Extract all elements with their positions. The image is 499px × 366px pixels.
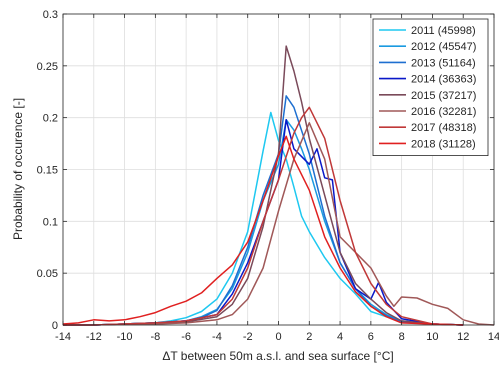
x-tick-label: 12 bbox=[457, 331, 469, 343]
x-axis-label: ΔT between 50m a.s.l. and sea surface [°… bbox=[162, 349, 393, 363]
legend-label-7: 2018 (31128) bbox=[411, 138, 476, 150]
x-tick-label: -4 bbox=[212, 331, 222, 343]
legend-label-5: 2016 (32281) bbox=[411, 106, 476, 118]
x-tick-label: 10 bbox=[426, 331, 438, 343]
y-tick-label: 0.25 bbox=[37, 61, 58, 73]
x-tick-label: 4 bbox=[337, 331, 343, 343]
x-tick-label: 0 bbox=[275, 331, 281, 343]
legend-label-2: 2013 (51164) bbox=[411, 57, 476, 69]
legend-box bbox=[372, 18, 489, 157]
x-tick-label: 8 bbox=[399, 331, 405, 343]
legend-label-1: 2012 (45547) bbox=[411, 41, 476, 53]
x-tick-label: 2 bbox=[306, 331, 312, 343]
y-axis-label: Probability of occurence [-] bbox=[11, 98, 25, 240]
x-tick-label: -14 bbox=[55, 331, 71, 343]
legend-label-6: 2017 (48318) bbox=[411, 122, 476, 134]
y-tick-label: 0.15 bbox=[37, 165, 58, 177]
y-tick-label: 0 bbox=[52, 320, 58, 332]
legend-label-3: 2014 (36363) bbox=[411, 74, 476, 86]
y-tick-label: 0.05 bbox=[37, 268, 58, 280]
legend-label-4: 2015 (37217) bbox=[411, 90, 476, 102]
x-tick-label: 14 bbox=[488, 331, 499, 343]
y-tick-label: 0.2 bbox=[43, 113, 58, 125]
x-tick-label: -10 bbox=[117, 331, 133, 343]
legend: 2011 (45998) 2012 (45547) 2013 (51164) 2014… bbox=[372, 18, 489, 157]
legend-label-0: 2011 (45998) bbox=[411, 25, 476, 37]
y-tick-label: 0.3 bbox=[43, 9, 58, 21]
series-line-6 bbox=[63, 106, 464, 326]
x-tick-label: -8 bbox=[150, 331, 160, 343]
axis-ticks: -14 -12 -10 -8 -6 -4 -2 0 2 4 6 8 10 12 14 0 0.05 0.1 0.15… bbox=[37, 9, 499, 343]
x-tick-label: 6 bbox=[368, 331, 374, 343]
x-tick-label: -2 bbox=[243, 331, 253, 343]
series-line-7 bbox=[62, 135, 464, 326]
x-tick-label: -6 bbox=[181, 331, 191, 343]
y-tick-label: 0.1 bbox=[43, 216, 58, 228]
x-tick-label: -12 bbox=[86, 331, 102, 343]
series-line-0 bbox=[63, 111, 464, 326]
